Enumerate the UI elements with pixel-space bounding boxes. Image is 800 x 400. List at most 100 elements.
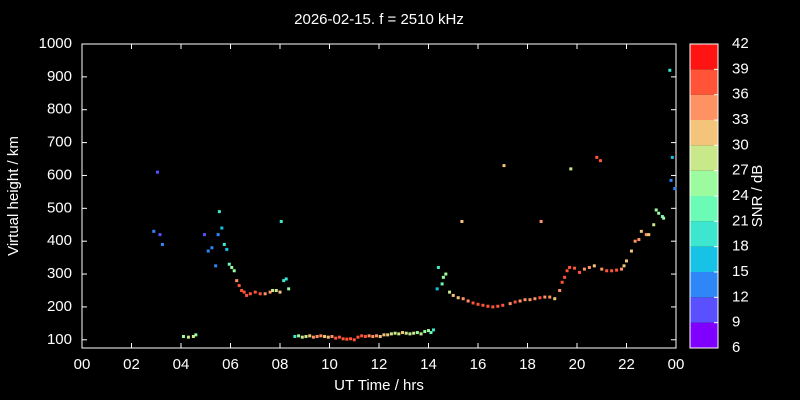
data-point <box>397 332 401 336</box>
data-point <box>553 297 557 301</box>
data-point <box>386 333 390 337</box>
colorbar-tick-label: 24 <box>732 187 749 204</box>
data-point <box>279 219 283 223</box>
chart-title: 2026-02-15. f = 2510 kHz <box>294 11 464 28</box>
data-point <box>408 332 412 336</box>
x-tick-label: 20 <box>569 356 586 373</box>
data-point <box>393 331 397 335</box>
data-point <box>573 266 577 270</box>
data-point <box>401 331 405 335</box>
data-point <box>501 303 505 307</box>
data-point <box>543 295 547 299</box>
data-point <box>206 249 210 253</box>
data-point <box>476 302 480 306</box>
data-point <box>186 335 190 339</box>
data-point <box>644 233 648 237</box>
data-point <box>548 295 552 299</box>
data-point <box>245 293 249 297</box>
data-point <box>203 233 207 237</box>
data-point <box>639 229 643 233</box>
data-point <box>382 333 386 337</box>
data-point <box>404 331 408 335</box>
colorbar-bin <box>690 44 718 70</box>
y-tick-label: 200 <box>47 298 72 315</box>
data-point <box>513 300 517 304</box>
data-point <box>440 282 444 286</box>
data-point <box>652 223 656 227</box>
plot-frame <box>81 43 677 349</box>
data-point <box>415 331 419 335</box>
data-point <box>668 68 672 72</box>
data-point <box>237 284 241 288</box>
colorbar-bin <box>690 145 718 171</box>
data-point <box>481 303 485 307</box>
data-point <box>460 219 464 223</box>
data-point <box>253 290 257 294</box>
data-point <box>230 265 234 269</box>
colorbar-tick-label: 18 <box>732 238 749 255</box>
data-point <box>657 211 661 215</box>
data-point <box>436 265 440 269</box>
data-point <box>326 335 330 339</box>
data-point <box>210 246 214 250</box>
data-point <box>496 304 500 308</box>
data-point <box>466 299 470 303</box>
data-point <box>429 331 433 335</box>
colorbar-bin <box>690 69 718 95</box>
data-point <box>315 334 319 338</box>
y-tick-label: 300 <box>47 265 72 282</box>
data-point <box>528 298 532 302</box>
data-point <box>633 239 637 243</box>
x-tick-label: 00 <box>668 356 685 373</box>
data-point <box>539 219 543 223</box>
data-point <box>654 208 658 212</box>
data-point <box>375 334 379 338</box>
data-point <box>389 332 393 336</box>
data-point <box>605 269 609 273</box>
data-point <box>274 288 278 292</box>
data-point <box>158 233 162 237</box>
colorbar-bin <box>690 297 718 323</box>
data-point <box>222 242 226 246</box>
data-point <box>160 242 164 246</box>
data-point <box>217 210 221 214</box>
data-point <box>232 269 236 273</box>
x-tick-label: 04 <box>173 356 190 373</box>
data-point <box>600 267 604 271</box>
x-tick-label: 22 <box>618 356 635 373</box>
colorbar-bin <box>690 322 718 348</box>
y-tick-label: 1000 <box>39 35 72 52</box>
x-tick-label: 18 <box>519 356 536 373</box>
data-point <box>235 279 239 283</box>
data-point <box>271 288 275 292</box>
colorbar-tick-label: 30 <box>732 136 749 153</box>
data-point <box>363 334 367 338</box>
data-point <box>595 155 599 159</box>
data-point <box>569 167 573 171</box>
data-point <box>356 335 360 339</box>
data-point <box>451 293 455 297</box>
y-axis-label: Virtual height / km <box>5 136 22 256</box>
data-point <box>622 264 626 268</box>
data-point <box>330 334 334 338</box>
data-point <box>216 233 220 237</box>
data-point <box>660 215 664 219</box>
data-point <box>263 292 267 296</box>
x-tick-label: 08 <box>272 356 289 373</box>
y-tick-label: 400 <box>47 232 72 249</box>
data-point <box>304 334 308 338</box>
data-point <box>181 334 185 338</box>
y-tick-label: 800 <box>47 101 72 118</box>
data-point <box>637 238 641 242</box>
data-point <box>323 334 327 338</box>
colorbar-tick-label: 15 <box>732 263 749 280</box>
colorbar-bin <box>690 94 718 120</box>
data-point <box>471 301 475 305</box>
colorbar-tick-label: 39 <box>732 60 749 77</box>
data-point <box>599 159 603 163</box>
data-point <box>610 269 614 273</box>
data-point <box>565 269 569 273</box>
data-point <box>240 288 244 292</box>
x-tick-label: 02 <box>123 356 140 373</box>
data-point <box>194 333 198 337</box>
